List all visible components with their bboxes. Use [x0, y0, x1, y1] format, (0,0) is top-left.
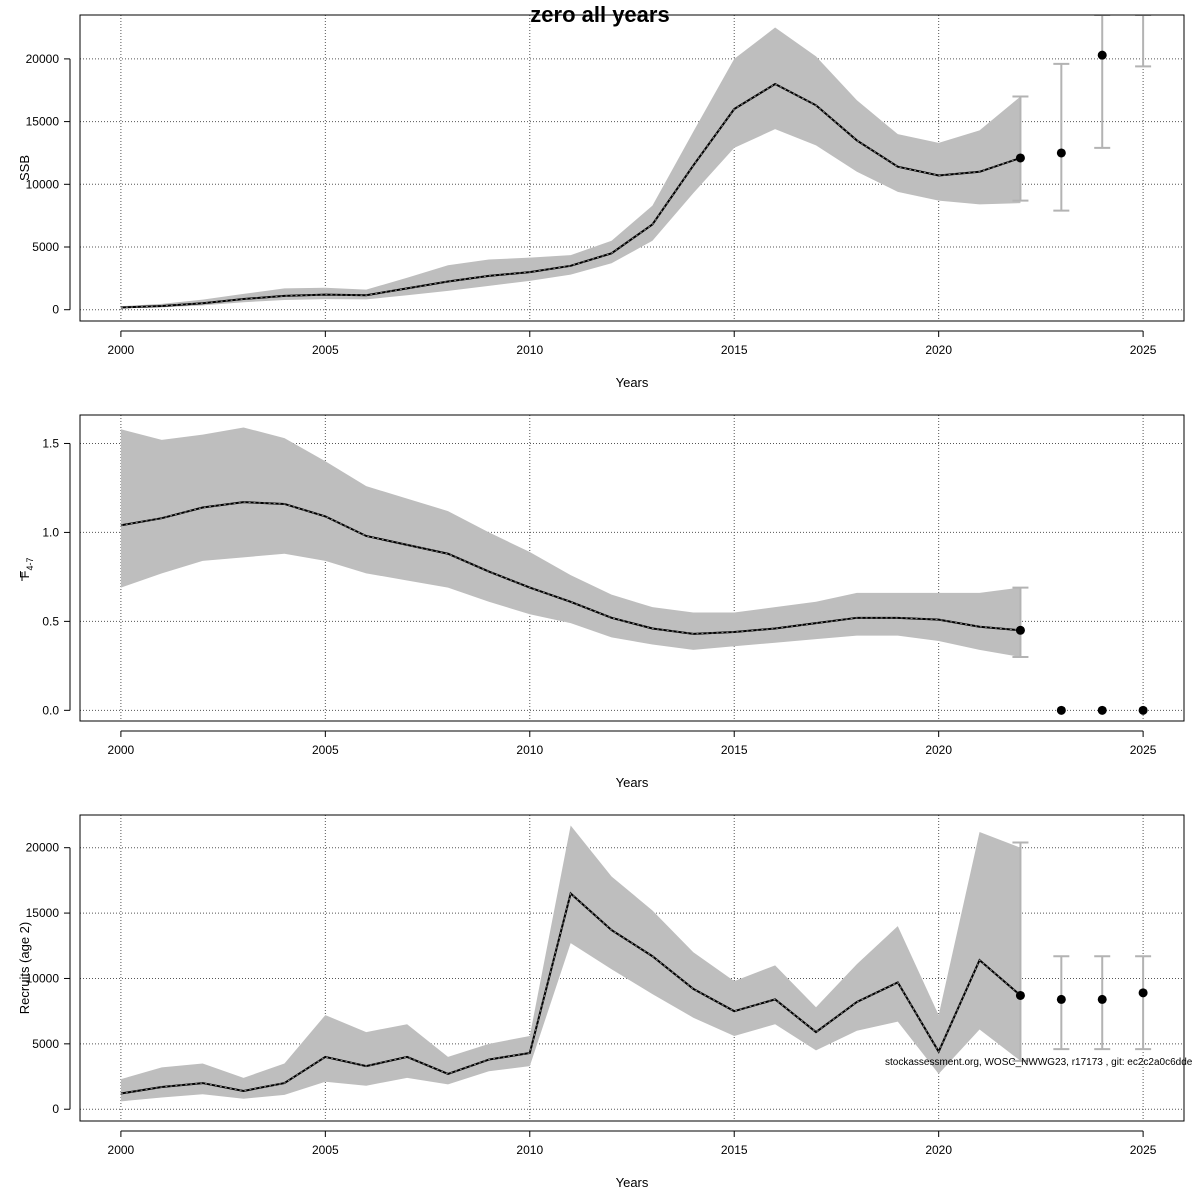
plot-frame-fbar	[79, 414, 1185, 722]
x-tick-label: 2005	[312, 743, 339, 757]
forecast-point	[1138, 705, 1148, 715]
x-tick-label: 2020	[925, 743, 952, 757]
forecast-point	[1056, 148, 1066, 158]
plot-area-fbar	[80, 415, 1184, 721]
y-tick-label: 5000	[32, 240, 59, 254]
footnote-text: stockassessment.org, WOSC_NWWG23, r17173…	[885, 1057, 1193, 1068]
forecast-point	[1056, 994, 1066, 1004]
y-axis-title-sub: 4-7	[25, 558, 35, 571]
x-tick-label: 2020	[925, 1143, 952, 1157]
panel-recruits: 2000 2005 2010 2015 2020 2025 0 5000 10000 15000 2…	[17, 814, 1185, 1190]
x-tick-label: 2010	[516, 1143, 543, 1157]
estimate-line-fbar	[120, 501, 1021, 635]
y-tick-label: 1.0	[42, 525, 59, 539]
confidence-band-ssb	[120, 27, 1021, 309]
x-tick-label: 2025	[1130, 343, 1157, 357]
x-axis-title: Years	[616, 1175, 649, 1190]
x-tick-label: 2005	[312, 343, 339, 357]
y-axis-title-main: SSB	[17, 155, 32, 181]
confidence-band-fbar	[120, 427, 1021, 657]
panel-fbar: 2000 2005 2010 2015 2020 2025 0.0 0.5 1.0 1.5 Year…	[17, 414, 1185, 790]
forecast-point	[1015, 990, 1025, 1000]
forecast-point	[1097, 994, 1107, 1004]
y-tick-label: 0.0	[42, 703, 59, 717]
y-tick-label: 15000	[26, 906, 60, 920]
y-tick-label: 15000	[26, 115, 60, 129]
x-tick-label: 2000	[108, 1143, 135, 1157]
forecast-point	[1097, 50, 1107, 60]
y-tick-label: 1.5	[42, 436, 59, 450]
x-tick-label: 2010	[516, 343, 543, 357]
x-tick-label: 2025	[1130, 1143, 1157, 1157]
x-tick-label: 2005	[312, 1143, 339, 1157]
x-tick-label: 2020	[925, 343, 952, 357]
y-axis-title-main: Recruits (age 2)	[17, 922, 32, 1014]
x-tick-label: 2000	[108, 743, 135, 757]
plot-area-recruits	[80, 815, 1184, 1121]
x-tick-label: 2000	[108, 343, 135, 357]
plot-frame-recruits	[79, 814, 1185, 1122]
forecast-point	[1015, 153, 1025, 163]
x-tick-label: 2010	[516, 743, 543, 757]
y-tick-label: 0	[52, 1102, 59, 1116]
y-tick-label: 20000	[26, 52, 60, 66]
y-tick-label: 5000	[32, 1037, 59, 1051]
x-tick-label: 2015	[721, 343, 748, 357]
estimate-line-dots-recruits	[120, 892, 1021, 1095]
y-tick-label: 0.5	[42, 614, 59, 628]
y-axis-title: F4-7	[17, 558, 35, 579]
y-tick-label: 10000	[26, 177, 60, 191]
plot-area-ssb	[80, 15, 1184, 321]
x-axis-title: Years	[616, 775, 649, 790]
y-axis-title: Recruits (age 2)	[17, 922, 32, 1014]
y-tick-label: 20000	[26, 841, 60, 855]
chart-title: zero all years	[530, 2, 670, 27]
forecast-point	[1015, 625, 1025, 635]
y-tick-label: 10000	[26, 971, 60, 985]
forecast-point	[1097, 705, 1107, 715]
x-tick-label: 2025	[1130, 743, 1157, 757]
y-axis-title-main: F	[17, 570, 32, 578]
plot-frame-ssb	[79, 14, 1185, 322]
y-tick-label: 0	[52, 303, 59, 317]
x-axis-title: Years	[616, 375, 649, 390]
y-axis-title: SSB	[17, 155, 32, 181]
confidence-band-recruits	[120, 825, 1021, 1102]
forecast-point	[1138, 988, 1148, 998]
forecast-point	[1056, 705, 1066, 715]
x-tick-label: 2015	[721, 1143, 748, 1157]
x-tick-label: 2015	[721, 743, 748, 757]
estimate-line-dots-ssb	[120, 83, 1021, 308]
panel-ssb: 2000 2005 2010 2015 2020 2025 0 5000 10000 15000 2…	[17, 14, 1185, 390]
